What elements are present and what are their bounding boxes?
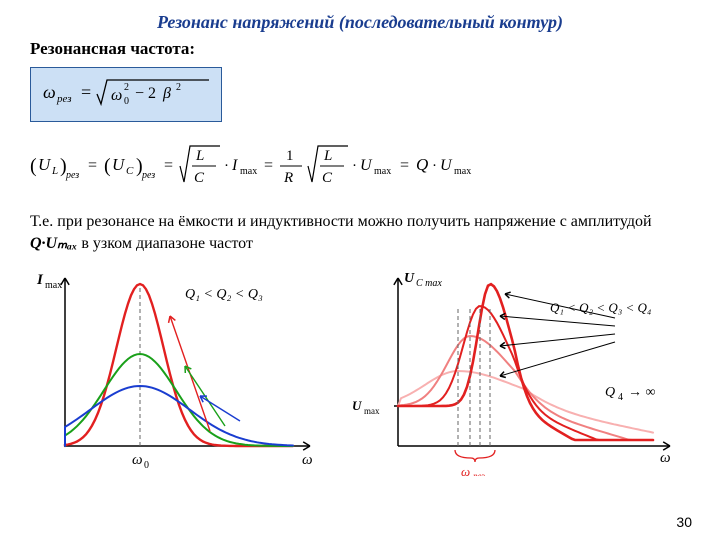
svg-text:Q: Q [605, 385, 615, 400]
page-title: Резонанс напряжений (последовательный ко… [30, 12, 690, 33]
svg-text:рез: рез [141, 170, 155, 181]
svg-text:L: L [195, 148, 204, 164]
svg-text:Q₁ < Q₂ < Q₃ < Q₄: Q₁ < Q₂ < Q₃ < Q₄ [550, 300, 652, 315]
svg-text:R: R [283, 170, 293, 186]
body-text-prefix: Т.е. при резонансе на ёмкости и индуктив… [30, 213, 652, 230]
svg-text:U: U [352, 398, 362, 413]
svg-text:I: I [231, 157, 238, 174]
svg-text:− 2: − 2 [135, 85, 156, 102]
svg-text:ω: ω [461, 464, 470, 476]
svg-text:·: · [432, 158, 437, 174]
svg-text:0: 0 [144, 460, 149, 471]
svg-text:ω: ω [111, 87, 122, 104]
svg-text:Q₁ < Q₂ < Q₃: Q₁ < Q₂ < Q₃ [185, 287, 263, 302]
subtitle: Резонансная частота: [30, 39, 690, 59]
svg-text:max: max [364, 406, 380, 416]
svg-text:Q: Q [416, 155, 428, 174]
svg-text:(: ( [104, 155, 111, 177]
svg-text:U: U [112, 155, 126, 174]
svg-text:·: · [224, 158, 229, 174]
svg-text:L: L [51, 165, 58, 177]
svg-text:C: C [322, 170, 333, 186]
svg-text:рез: рез [65, 170, 79, 181]
svg-text:рез: рез [56, 93, 72, 105]
svg-text:U: U [404, 271, 415, 286]
svg-text:4: 4 [618, 392, 623, 403]
svg-text:I: I [36, 272, 44, 288]
svg-text:C: C [126, 165, 134, 177]
formula-voltage-res: ( U L ) рез = ( U C ) рез = L C · I max … [30, 140, 690, 197]
svg-text:2: 2 [176, 82, 181, 93]
svg-text:=: = [264, 157, 273, 174]
body-text: Т.е. при резонансе на ёмкости и индуктив… [30, 211, 690, 254]
svg-text:2: 2 [124, 82, 129, 93]
svg-text:U: U [360, 157, 373, 174]
svg-text:(: ( [30, 155, 37, 177]
svg-text:max: max [45, 280, 62, 291]
chart-uc-vs-omega: UC maxUmaxωωрезQ₁ < Q₂ < Q₃ < Q₄Q4→ ∞ [350, 266, 690, 481]
page-number: 30 [676, 514, 692, 530]
svg-text:=: = [81, 82, 91, 102]
svg-text:рез: рез [472, 471, 485, 476]
svg-text:C max: C max [416, 278, 442, 289]
svg-text:ω: ω [660, 450, 671, 466]
body-text-suffix: в узком диапазоне частот [77, 235, 253, 252]
charts-row: Imaxωω0Q₁ < Q₂ < Q₃ UC maxUmaxωωрезQ₁ < … [30, 266, 690, 481]
chart-imax-vs-omega: Imaxωω0Q₁ < Q₂ < Q₃ [30, 266, 330, 481]
svg-text:β: β [162, 85, 171, 102]
svg-text:max: max [454, 166, 471, 177]
svg-text:ω: ω [302, 452, 313, 468]
svg-text:=: = [88, 157, 97, 174]
svg-text:max: max [240, 166, 257, 177]
svg-text:0: 0 [124, 96, 129, 107]
formula-omega-res: ω рез = ω 0 2 − 2 β 2 [41, 74, 211, 110]
svg-text:→ ∞: → ∞ [628, 385, 656, 400]
svg-text:U: U [440, 157, 453, 174]
svg-text:C: C [194, 170, 205, 186]
formula-resonance-freq: ω рез = ω 0 2 − 2 β 2 [30, 67, 222, 122]
svg-text:ω: ω [132, 452, 143, 468]
body-text-q-umax: Q·Uₘₐₓ [30, 235, 77, 252]
svg-text:U: U [38, 155, 52, 174]
svg-text:=: = [164, 157, 173, 174]
svg-text:·: · [352, 158, 357, 174]
svg-text:ω: ω [43, 82, 56, 102]
svg-text:max: max [374, 166, 391, 177]
svg-text:1: 1 [286, 148, 294, 164]
svg-text:=: = [400, 157, 409, 174]
svg-text:L: L [323, 148, 332, 164]
